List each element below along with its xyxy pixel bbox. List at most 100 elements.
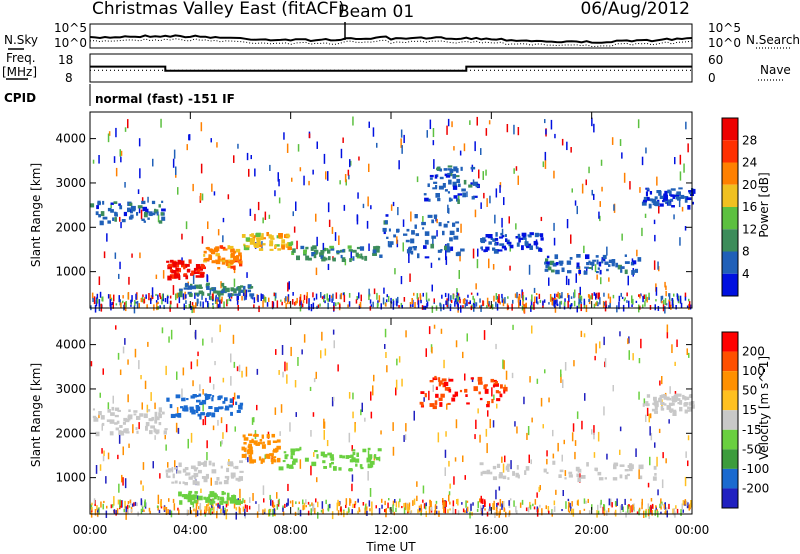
scatter-point bbox=[147, 196, 149, 203]
data-cell bbox=[183, 495, 188, 500]
data-cell bbox=[128, 409, 131, 413]
data-cell bbox=[270, 237, 275, 240]
scatter-point bbox=[513, 124, 515, 135]
data-cell bbox=[630, 464, 634, 470]
data-cell bbox=[441, 378, 447, 382]
scatter-point bbox=[241, 295, 243, 301]
scatter-point bbox=[426, 299, 428, 302]
scatter-point bbox=[688, 298, 690, 302]
scatter-point bbox=[446, 298, 448, 306]
scatter-point bbox=[464, 373, 466, 381]
scatter-point bbox=[484, 508, 486, 511]
data-cell bbox=[154, 429, 160, 434]
scatter-point bbox=[256, 368, 259, 375]
data-cell bbox=[180, 260, 184, 266]
scatter-point bbox=[310, 430, 312, 437]
scatter-point bbox=[126, 504, 129, 513]
scatter-point bbox=[197, 495, 199, 502]
scatter-point bbox=[101, 424, 103, 431]
data-cell bbox=[285, 234, 291, 238]
data-cell bbox=[110, 202, 114, 205]
scatter-point bbox=[132, 424, 134, 434]
data-cell bbox=[221, 492, 226, 495]
scatter-point bbox=[454, 298, 457, 302]
scatter-point bbox=[573, 300, 576, 307]
data-cell bbox=[242, 434, 246, 438]
scatter-point bbox=[131, 253, 133, 258]
scatter-point bbox=[160, 118, 162, 128]
data-cell bbox=[472, 195, 478, 198]
scatter-point bbox=[276, 504, 279, 510]
scatter-point bbox=[263, 498, 265, 503]
data-cell bbox=[227, 263, 231, 269]
data-cell bbox=[278, 233, 283, 238]
scatter-point bbox=[560, 369, 562, 377]
scatter-point bbox=[390, 204, 393, 211]
data-cell bbox=[197, 461, 201, 467]
scatter-point bbox=[211, 337, 213, 343]
data-cell bbox=[236, 395, 240, 399]
scatter-point bbox=[199, 384, 201, 392]
data-cell bbox=[452, 222, 456, 227]
data-cell bbox=[277, 457, 281, 463]
scatter-point bbox=[142, 462, 145, 470]
scatter-point bbox=[548, 510, 550, 514]
data-cell bbox=[324, 257, 328, 261]
data-cell bbox=[388, 228, 391, 232]
data-cell bbox=[235, 500, 240, 505]
scatter-point bbox=[518, 294, 521, 300]
data-cell bbox=[439, 176, 444, 180]
scatter-point bbox=[384, 500, 386, 506]
data-cell bbox=[187, 285, 193, 290]
scatter-point bbox=[390, 297, 392, 304]
scatter-point bbox=[183, 303, 185, 311]
data-cell bbox=[290, 455, 294, 460]
scatter-point bbox=[452, 500, 455, 507]
data-cell bbox=[601, 257, 606, 262]
data-cell bbox=[164, 428, 168, 431]
data-cell bbox=[208, 255, 213, 260]
scatter-point bbox=[358, 305, 361, 310]
data-cell bbox=[515, 472, 519, 478]
scatter-point bbox=[570, 234, 572, 244]
scatter-point bbox=[190, 510, 193, 514]
scatter-point bbox=[487, 410, 489, 417]
scatter-point bbox=[337, 302, 339, 305]
scatter-point bbox=[579, 510, 581, 514]
data-cell bbox=[457, 199, 460, 205]
colorbar-swatch bbox=[722, 184, 738, 207]
data-cell bbox=[437, 198, 441, 202]
data-cell bbox=[495, 232, 498, 237]
scatter-point bbox=[482, 171, 484, 180]
scatter-point bbox=[165, 365, 167, 376]
scatter-point bbox=[199, 193, 202, 201]
data-cell bbox=[217, 255, 221, 261]
data-cell bbox=[174, 273, 179, 279]
scatter-point bbox=[551, 301, 553, 306]
data-cell bbox=[367, 465, 372, 469]
scatter-point bbox=[508, 500, 510, 506]
scatter-point bbox=[669, 301, 671, 308]
data-cell bbox=[206, 286, 210, 290]
data-cell bbox=[666, 397, 672, 401]
scatter-point bbox=[539, 299, 542, 303]
scatter-point bbox=[564, 298, 566, 303]
scatter-point bbox=[648, 292, 650, 299]
data-cell bbox=[233, 500, 237, 504]
scatter-point bbox=[553, 222, 555, 231]
data-cell bbox=[440, 249, 443, 252]
data-cell bbox=[147, 409, 151, 412]
data-cell bbox=[226, 477, 230, 481]
data-cell bbox=[145, 425, 148, 431]
data-cell bbox=[442, 183, 446, 188]
scatter-point bbox=[480, 495, 482, 504]
data-cell bbox=[452, 173, 457, 179]
scatter-point bbox=[422, 292, 424, 297]
scatter-point bbox=[466, 508, 468, 514]
data-cell bbox=[659, 203, 664, 207]
scatter-point bbox=[279, 431, 281, 436]
scatter-point bbox=[488, 120, 491, 125]
scatter-point bbox=[91, 507, 93, 511]
velocity-colorbar-label: Velocity [m s^-1] bbox=[757, 356, 771, 460]
